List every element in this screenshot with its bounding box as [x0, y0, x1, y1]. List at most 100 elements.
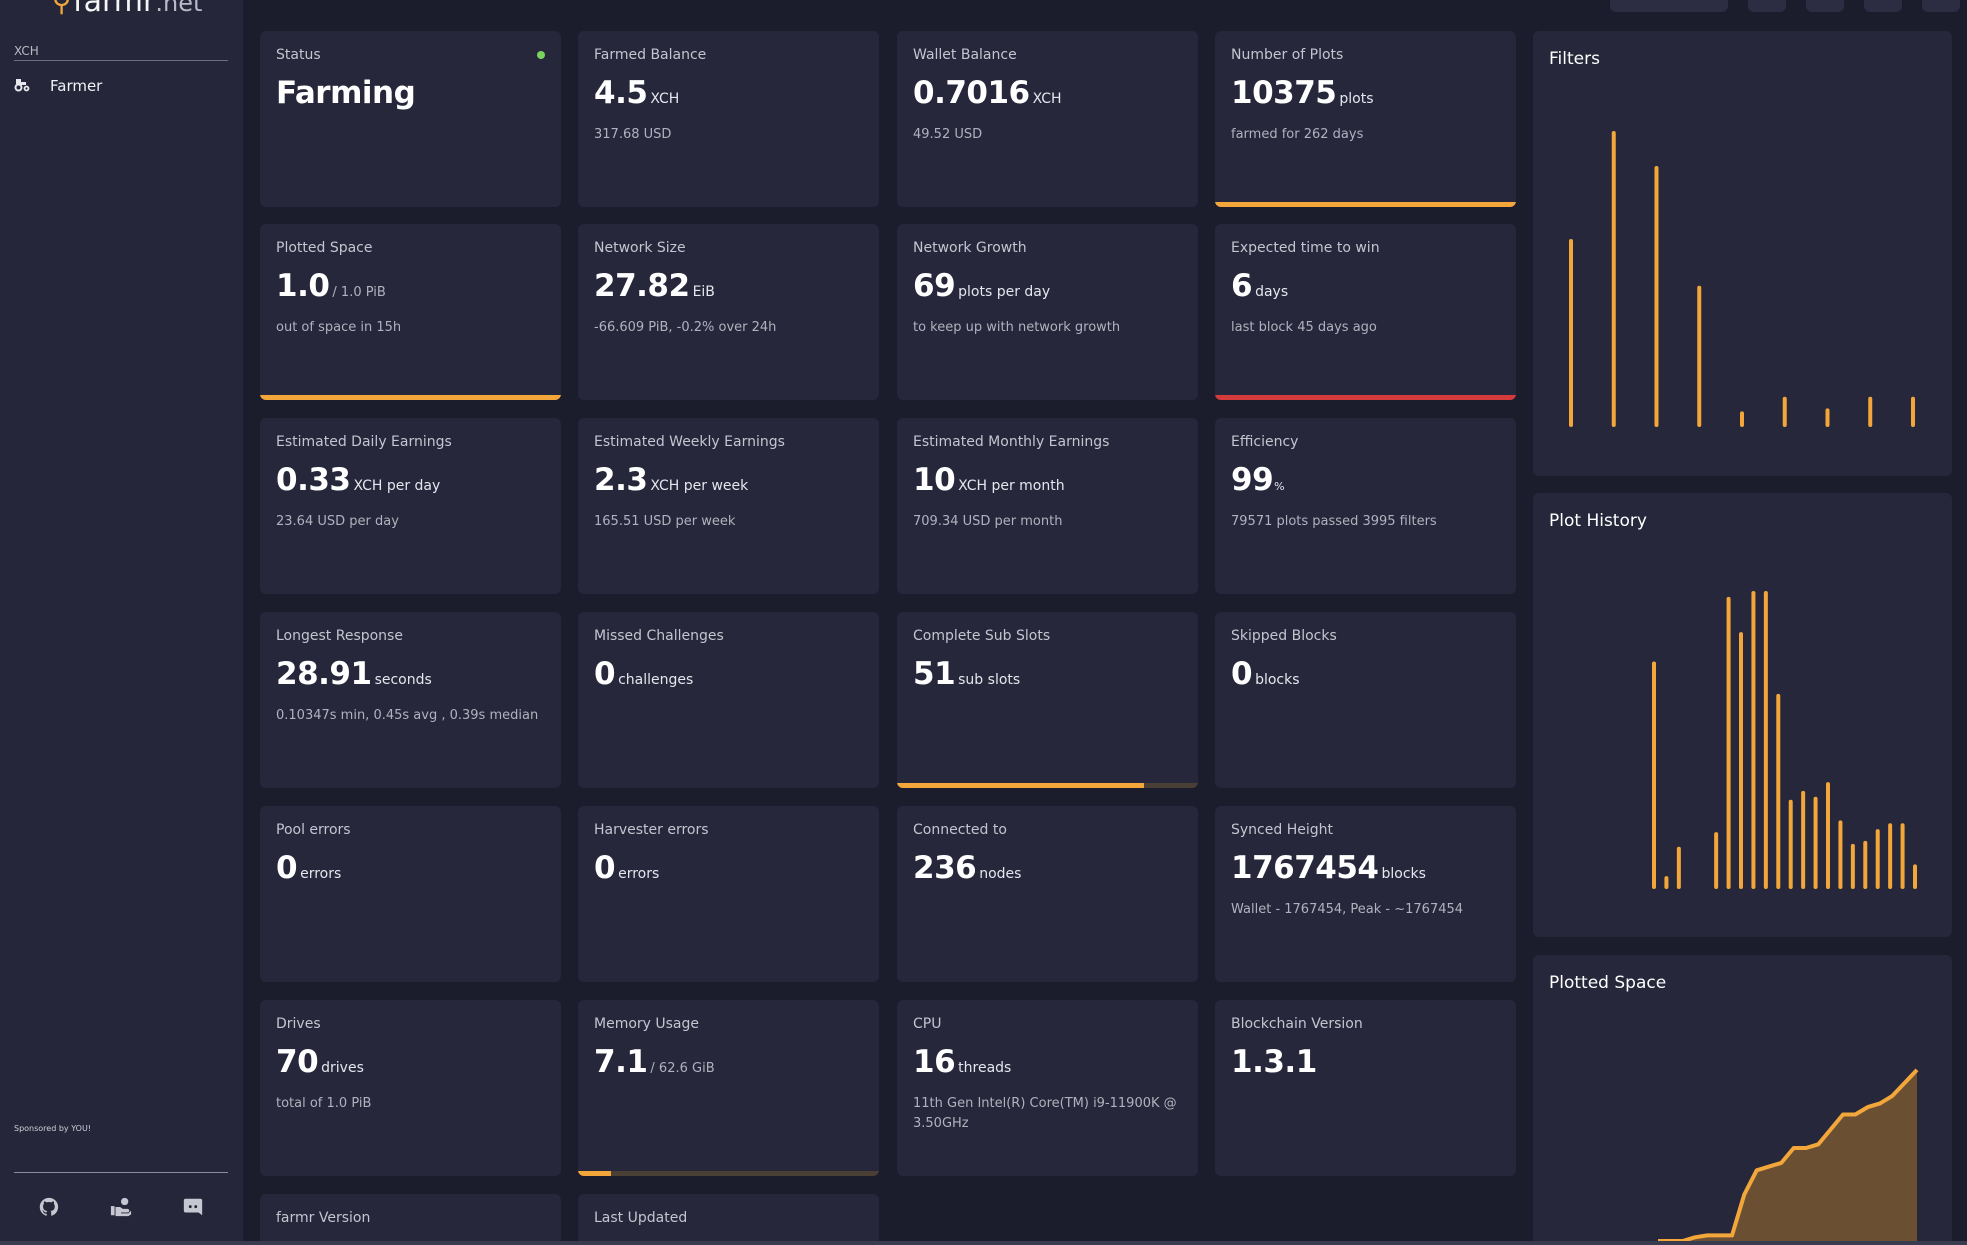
- card-subtext: 709.34 USD per month: [913, 514, 1063, 529]
- card-label: Network Size: [594, 240, 686, 256]
- card-label: Connected to: [913, 822, 1007, 838]
- card-subtext: farmed for 262 days: [1231, 127, 1364, 142]
- card-value: 236 nodes: [913, 850, 1022, 886]
- settings-icon[interactable]: [1806, 0, 1844, 12]
- card-value: 0 errors: [594, 850, 660, 886]
- card-subtext: 317.68 USD: [594, 127, 672, 142]
- card-value: 7.1/ 62.6 GiB: [594, 1044, 715, 1080]
- card-connected-to: Connected to 236 nodes: [897, 806, 1198, 982]
- logo-suffix: .net: [155, 0, 203, 17]
- card-value: 0.33 XCH per day: [276, 462, 441, 498]
- logo[interactable]: ⚲farmr.net: [52, 0, 202, 19]
- card-value: 16 threads: [913, 1044, 1012, 1080]
- divider: [14, 1172, 228, 1173]
- card-label: Efficiency: [1231, 434, 1299, 450]
- chart-line: [1658, 1068, 1919, 1243]
- card-label: Synced Height: [1231, 822, 1333, 838]
- card-subtext: to keep up with network growth: [913, 320, 1121, 335]
- donate-icon[interactable]: [110, 1196, 132, 1218]
- power-icon[interactable]: [1922, 0, 1960, 12]
- card-label: Estimated Monthly Earnings: [913, 434, 1110, 450]
- card-value: 27.82 EiB: [594, 268, 715, 304]
- discord-icon[interactable]: [182, 1196, 204, 1218]
- card-value: 99%: [1231, 462, 1285, 498]
- card-label: Missed Challenges: [594, 628, 724, 644]
- card-value: 0.7016 XCH: [913, 75, 1062, 111]
- card-value: 4.5 XCH: [594, 75, 680, 111]
- card-label: farmr Version: [276, 1210, 371, 1226]
- card-subtext: -66.609 PiB, -0.2% over 24h: [594, 320, 777, 335]
- card-value: 6 days: [1231, 268, 1289, 304]
- card-label: Drives: [276, 1016, 321, 1032]
- progress-bar: [260, 395, 561, 400]
- card-label: Complete Sub Slots: [913, 628, 1051, 644]
- card-subtext: 49.52 USD: [913, 127, 983, 142]
- card-subtext: 11th Gen Intel(R) Core(TM) i9-11900K @ 3…: [913, 1096, 1177, 1131]
- card-value: 51 sub slots: [913, 656, 1021, 692]
- card-drives: Drives 70 drives total of 1.0 PiB: [260, 1000, 561, 1176]
- card-synced-height: Synced Height 1767454 blocks Wallet - 176…: [1215, 806, 1516, 982]
- map-pin-icon: ⚲: [52, 0, 72, 18]
- card-subtext: 79571 plots passed 3995 filters: [1231, 514, 1437, 529]
- card-value: 10375 plots: [1231, 75, 1374, 111]
- user-icon[interactable]: [1748, 0, 1786, 12]
- search-field[interactable]: [1610, 0, 1728, 12]
- card-label: Estimated Daily Earnings: [276, 434, 452, 450]
- sidebar-section-xch: XCH: [14, 44, 39, 58]
- card-label: Expected time to win: [1231, 240, 1380, 256]
- card-last-updated: Last Updated: [578, 1194, 879, 1245]
- logo-text: farmr: [73, 0, 156, 19]
- footer-icons: [38, 1196, 204, 1218]
- sidebar-item-label: Farmer: [50, 77, 103, 95]
- github-icon[interactable]: [38, 1196, 60, 1218]
- card-label: Last Updated: [594, 1210, 688, 1226]
- card-subtext: last block 45 days ago: [1231, 320, 1377, 335]
- card-cpu: CPU 16 threads 11th Gen Intel(R) Core(TM)…: [897, 1000, 1198, 1176]
- panel-plotted-space: Plotted Space: [1533, 955, 1952, 1245]
- card-harvester-errors: Harvester errors 0 errors: [578, 806, 879, 982]
- help-icon[interactable]: [1864, 0, 1902, 12]
- card-value: 2.3 XCH per week: [594, 462, 749, 498]
- card-number-of-plots: Number of Plots 10375 plots farmed for 26…: [1215, 31, 1516, 207]
- card-label: Number of Plots: [1231, 47, 1344, 63]
- card-network-size: Network Size 27.82 EiB -66.609 PiB, -0.2%…: [578, 224, 879, 400]
- card-farmed-balance: Farmed Balance 4.5 XCH 317.68 USD: [578, 31, 879, 207]
- card-efficiency: Efficiency 99% 79571 plots passed 3995 f…: [1215, 418, 1516, 594]
- card-label: Pool errors: [276, 822, 351, 838]
- card-blockchain-version: Blockchain Version 1.3.1: [1215, 1000, 1516, 1176]
- card-network-growth: Network Growth 69 plots per day to keep u…: [897, 224, 1198, 400]
- plotted-space-chart: [1658, 1068, 1919, 1243]
- panel-plot-history: Plot History: [1533, 493, 1952, 937]
- divider: [14, 60, 228, 61]
- card-value: Farming: [276, 75, 416, 111]
- card-label: Estimated Weekly Earnings: [594, 434, 785, 450]
- card-plotted-space: Plotted Space 1.0/ 1.0 PiB out of space …: [260, 224, 561, 400]
- card-value: 1.3.1: [1231, 1044, 1317, 1080]
- card-value: 69 plots per day: [913, 268, 1051, 304]
- card-value: 1767454 blocks: [1231, 850, 1426, 886]
- card-subtext: Wallet - 1767454, Peak - ~1767454: [1231, 902, 1464, 917]
- window-bottom-edge: [0, 1241, 1967, 1245]
- card-label: Memory Usage: [594, 1016, 700, 1032]
- progress-bar: [578, 1171, 879, 1176]
- sidebar-item-farmer[interactable]: Farmer: [14, 74, 102, 98]
- top-bar: [1610, 0, 1960, 12]
- card-value: 70 drives: [276, 1044, 364, 1080]
- card-value: 0 errors: [276, 850, 342, 886]
- card-longest-response: Longest Response 28.91 seconds 0.10347s m…: [260, 612, 561, 788]
- progress-bar: [1215, 202, 1516, 207]
- card-memory-usage: Memory Usage 7.1/ 62.6 GiB: [578, 1000, 879, 1176]
- chart-title: Plot History: [1549, 511, 1647, 531]
- tractor-icon: [14, 76, 30, 96]
- card-label: Status: [276, 47, 321, 63]
- card-subtext: 23.64 USD per day: [276, 514, 399, 529]
- card-label: CPU: [913, 1016, 942, 1032]
- plot-history-chart: [1652, 591, 1917, 889]
- sidebar: ⚲farmr.net XCH Farmer Sponsored by YOU!: [0, 0, 243, 1245]
- card-value: 10 XCH per month: [913, 462, 1065, 498]
- card-status: Status Farming: [260, 31, 561, 207]
- card-farmr-version: farmr Version: [260, 1194, 561, 1245]
- card-label: Wallet Balance: [913, 47, 1017, 63]
- chart-title: Plotted Space: [1549, 973, 1667, 993]
